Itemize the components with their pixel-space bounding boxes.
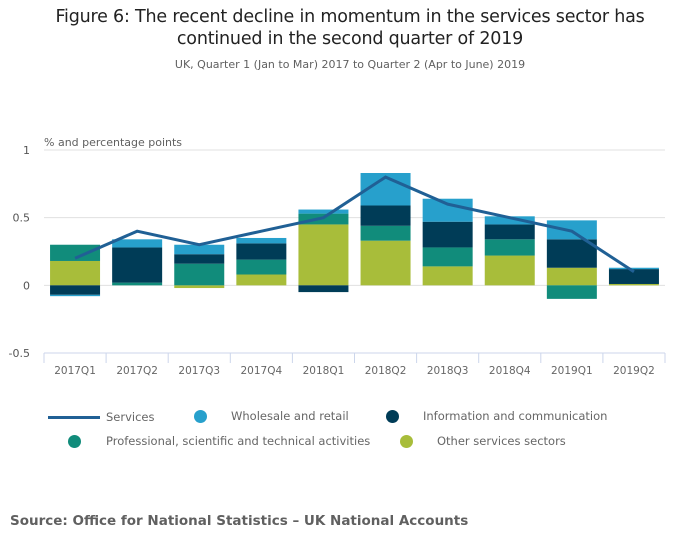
bar-segment-information-and-communication <box>112 247 163 283</box>
y-tick-label: 0 <box>23 279 30 292</box>
x-tick-label: 2018Q3 <box>427 365 469 377</box>
bar-segment-other-services-sectors <box>422 266 473 286</box>
bar-segment-wholesale-and-retail <box>112 239 163 248</box>
bar-segment-other-services-sectors <box>608 283 659 286</box>
bar-stack <box>174 244 225 289</box>
source-note: Source: Office for National Statistics –… <box>10 513 469 529</box>
x-axis: 2017Q1 2017Q2 2017Q3 2017Q4 2018Q1 2018Q2 2018… <box>43 352 666 377</box>
bar-segment-professional-scientific-and-technical-activities <box>422 247 473 267</box>
bar-segment-information-and-communication <box>360 205 411 226</box>
bar-segment-wholesale-and-retail <box>298 209 349 214</box>
dot-swatch-icon <box>400 434 413 448</box>
bar-segment-information-and-communication <box>174 254 225 264</box>
bar-segment-professional-scientific-and-technical-activities <box>484 239 535 256</box>
dot-swatch-icon <box>68 434 81 448</box>
services-line <box>74 175 635 274</box>
bar-stack <box>236 237 287 286</box>
bar-segment-professional-scientific-and-technical-activities <box>50 244 101 261</box>
bar-segment-information-and-communication <box>298 285 349 293</box>
y-tick-label: 1 <box>23 144 30 157</box>
bar-segment-professional-scientific-and-technical-activities <box>112 282 163 286</box>
x-tick-label: 2018Q4 <box>489 365 531 377</box>
chart-area: 1 0.5 0 -0.5 % and percentage points 2017Q1… <box>0 130 700 380</box>
x-tick-label: 2019Q1 <box>551 365 593 377</box>
bar-segment-information-and-communication <box>608 269 659 284</box>
bar-segment-other-services-sectors <box>360 240 411 286</box>
y-tick-label: 0.5 <box>13 212 31 225</box>
bar-stack <box>546 220 597 299</box>
legend-item-professional-scientific[interactable]: Professional, scientific and technical a… <box>68 434 370 448</box>
x-tick-label: 2017Q4 <box>241 365 283 377</box>
y-axis-label: % and percentage points <box>44 136 182 149</box>
chart-subtitle: UK, Quarter 1 (Jan to Mar) 2017 to Quart… <box>174 58 526 71</box>
x-tick-label: 2018Q1 <box>303 365 345 377</box>
bars <box>50 173 659 299</box>
bar-stack <box>112 239 163 286</box>
bar-segment-other-services-sectors <box>174 285 225 289</box>
legend: Services Wholesale and retail Informatio… <box>0 405 700 455</box>
legend-label: Professional, scientific and technical a… <box>106 434 371 448</box>
legend-item-other-services[interactable]: Other services sectors <box>400 434 566 448</box>
services-line-path <box>74 175 635 274</box>
bar-stack <box>360 173 411 286</box>
x-tick-label: 2017Q3 <box>178 365 220 377</box>
bar-segment-information-and-communication <box>50 285 101 295</box>
legend-label: Information and communication <box>423 409 608 423</box>
x-tick-label: 2017Q1 <box>54 365 96 377</box>
chart-title: Figure 6: The recent decline in momentum… <box>0 6 700 50</box>
bar-segment-wholesale-and-retail <box>50 294 101 297</box>
bar-segment-professional-scientific-and-technical-activities <box>236 259 287 275</box>
bar-segment-other-services-sectors <box>236 274 287 286</box>
bar-segment-wholesale-and-retail <box>422 198 473 222</box>
chart-title-line-1: Figure 6: The recent decline in momentum… <box>55 7 645 27</box>
bar-segment-other-services-sectors <box>50 260 101 286</box>
bar-stack <box>422 198 473 286</box>
dot-swatch-icon <box>386 409 399 423</box>
chart-title-line-2: continued in the second quarter of 2019 <box>176 29 524 49</box>
legend-label: Services <box>106 410 155 424</box>
line-swatch-icon <box>48 415 100 419</box>
bar-segment-professional-scientific-and-technical-activities <box>546 285 597 299</box>
bar-segment-information-and-communication <box>236 243 287 260</box>
bar-stack <box>608 267 659 286</box>
legend-item-wholesale-retail[interactable]: Wholesale and retail <box>194 409 349 423</box>
bar-segment-other-services-sectors <box>546 267 597 286</box>
legend-label: Other services sectors <box>437 434 566 448</box>
bar-segment-other-services-sectors <box>298 224 349 286</box>
chart-svg: 1 0.5 0 -0.5 % and percentage points 2017Q1… <box>9 136 666 377</box>
y-axis-ticks: 1 0.5 0 -0.5 <box>9 144 30 360</box>
x-tick-label: 2017Q2 <box>116 365 158 377</box>
bar-segment-wholesale-and-retail <box>484 216 535 225</box>
x-tick-label: 2018Q2 <box>365 365 407 377</box>
bar-segment-information-and-communication <box>422 221 473 248</box>
bar-segment-professional-scientific-and-technical-activities <box>174 263 225 286</box>
bar-segment-information-and-communication <box>546 239 597 268</box>
bar-stack <box>484 216 535 286</box>
legend-item-services[interactable]: Services <box>48 410 155 424</box>
y-tick-label: -0.5 <box>9 347 30 360</box>
bar-segment-other-services-sectors <box>484 255 535 286</box>
bar-segment-professional-scientific-and-technical-activities <box>360 225 411 241</box>
bar-segment-wholesale-and-retail <box>608 267 659 270</box>
x-tick-label: 2019Q2 <box>613 365 655 377</box>
bar-segment-wholesale-and-retail <box>236 237 287 244</box>
legend-item-information-communication[interactable]: Information and communication <box>386 409 607 423</box>
dot-swatch-icon <box>194 409 207 423</box>
bar-segment-wholesale-and-retail <box>174 244 225 255</box>
bar-segment-information-and-communication <box>484 224 535 240</box>
bar-stack <box>50 244 101 297</box>
legend-label: Wholesale and retail <box>231 409 349 423</box>
